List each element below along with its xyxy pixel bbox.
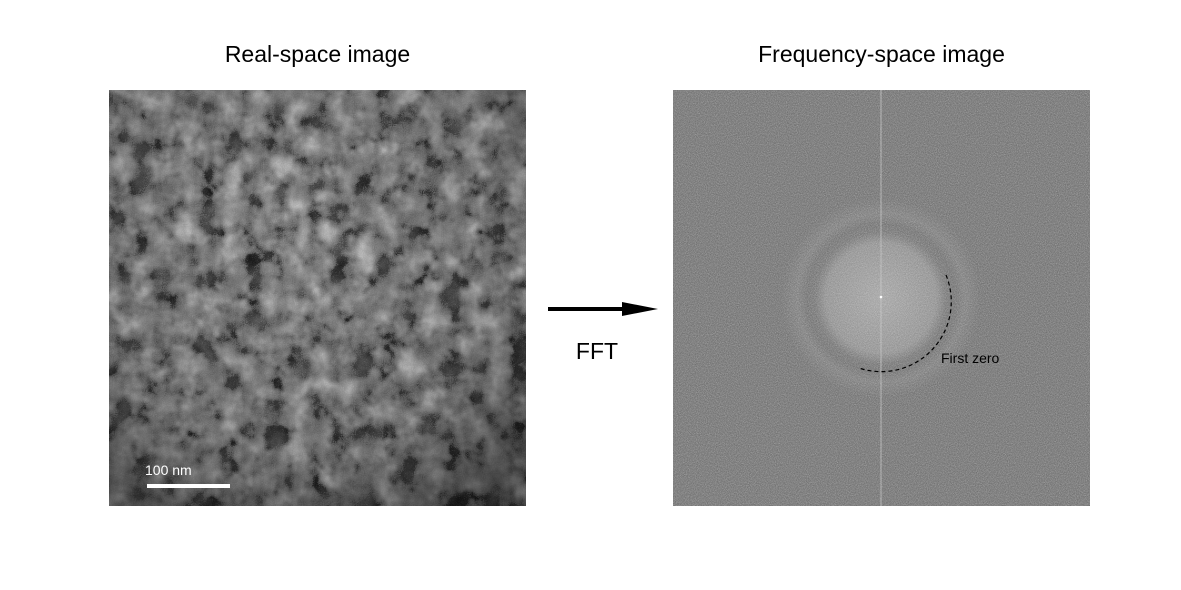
frequency-space-texture <box>673 90 1090 506</box>
first-zero-label: First zero <box>941 350 1000 366</box>
fft-label: FFT <box>575 338 619 364</box>
scale-bar-label: 100 nm <box>145 462 192 478</box>
real-space-image: 100 nm <box>109 90 526 506</box>
frequency-space-image: First zero <box>673 90 1090 506</box>
center-dot <box>879 295 883 299</box>
right-arrow-icon <box>548 302 658 316</box>
first-zero-ring <box>858 274 952 373</box>
real-space-texture <box>109 90 526 506</box>
scale-bar <box>147 484 230 488</box>
frequency-space-title: Frequency-space image <box>758 41 1005 67</box>
real-space-title: Real-space image <box>224 41 411 67</box>
